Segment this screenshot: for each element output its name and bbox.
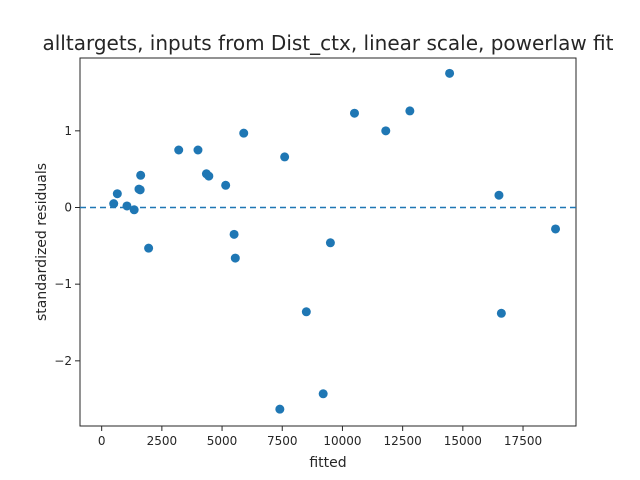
y-axis-label: standardized residuals xyxy=(34,163,50,321)
y-tick-label: 1 xyxy=(64,124,72,138)
x-axis-label: fitted xyxy=(309,455,346,471)
x-tick-label: 2500 xyxy=(147,434,178,448)
y-tick-label: −2 xyxy=(54,354,72,368)
data-point xyxy=(301,307,311,317)
y-tick-label: 0 xyxy=(64,201,72,215)
data-point xyxy=(381,126,391,136)
y-tick-label: −1 xyxy=(54,277,72,291)
data-point xyxy=(445,68,455,78)
data-point xyxy=(405,106,415,116)
data-point xyxy=(551,224,561,234)
data-point xyxy=(221,180,231,190)
data-point xyxy=(275,404,285,414)
x-tick-label: 0 xyxy=(98,434,106,448)
data-point xyxy=(112,189,122,199)
data-point xyxy=(229,229,239,239)
data-point xyxy=(496,308,506,318)
data-point xyxy=(494,190,504,200)
data-point xyxy=(136,170,146,180)
chart-title: alltargets, inputs from Dist_ctx, linear… xyxy=(42,31,613,55)
x-tick-label: 15000 xyxy=(444,434,482,448)
x-tick-label: 5000 xyxy=(207,434,238,448)
data-point xyxy=(230,253,240,263)
data-point xyxy=(109,199,119,209)
data-point xyxy=(239,128,249,138)
x-tick-label: 12500 xyxy=(384,434,422,448)
data-point xyxy=(280,152,290,162)
x-tick-label: 17500 xyxy=(504,434,542,448)
x-tick-label: 10000 xyxy=(323,434,361,448)
data-point xyxy=(122,201,132,211)
data-point xyxy=(318,389,328,399)
data-point xyxy=(325,238,335,248)
data-point xyxy=(349,108,359,118)
data-point xyxy=(174,145,184,155)
data-point xyxy=(204,171,214,181)
data-point xyxy=(144,243,154,253)
data-point xyxy=(129,205,139,215)
plot-frame xyxy=(79,57,577,427)
plot-area: 0 2500 5000 7500 10000 12500 15000 17500 −2 −1 0 1 xyxy=(54,57,577,448)
x-tick-label: 7500 xyxy=(267,434,298,448)
data-point xyxy=(135,185,145,195)
data-point xyxy=(193,145,203,155)
